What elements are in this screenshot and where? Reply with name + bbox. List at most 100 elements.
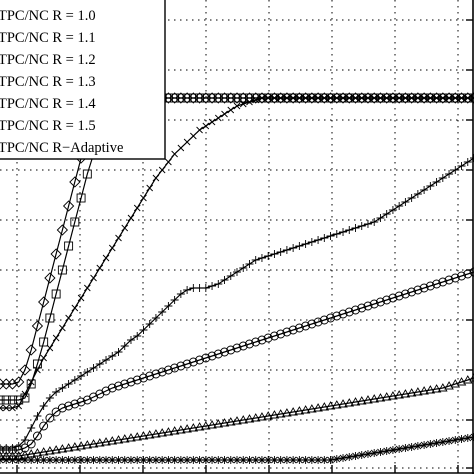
data-point-plus	[126, 336, 135, 344]
data-point-circle	[182, 359, 192, 369]
data-point-triangle	[95, 438, 105, 447]
data-point-plus	[108, 352, 117, 360]
data-point-triangle	[38, 447, 49, 456]
data-point-plus	[401, 198, 410, 206]
data-point-asterisk	[388, 446, 397, 454]
data-point-x	[90, 274, 97, 282]
data-point-circle	[26, 439, 36, 449]
data-point-circle	[207, 351, 217, 361]
data-point-plus	[339, 228, 348, 236]
data-point-asterisk	[239, 456, 248, 464]
data-point-circle	[369, 299, 379, 309]
data-point-circle	[419, 283, 429, 293]
data-point-square	[32, 359, 42, 369]
data-point-circle	[138, 373, 148, 383]
data-point-triangle	[450, 379, 461, 388]
data-point-plus	[438, 174, 447, 182]
data-point-x	[115, 234, 122, 242]
data-point-diamond	[44, 272, 56, 284]
legend-entry-label: TPC/NC R = 1.4	[0, 96, 96, 112]
data-point-x	[158, 166, 166, 174]
data-point-plus	[470, 154, 474, 162]
data-point-triangle	[232, 416, 242, 425]
data-point-circle	[332, 311, 342, 321]
data-point-triangle	[119, 434, 130, 443]
data-point-circle	[438, 277, 448, 287]
data-point-triangle	[219, 418, 230, 427]
data-point-x	[227, 106, 235, 114]
data-point-triangle	[462, 375, 473, 384]
data-point-x	[77, 294, 85, 302]
series-plus	[0, 154, 474, 452]
data-point-triangle	[26, 449, 36, 458]
data-point-triangle	[32, 448, 43, 457]
data-point-plus	[388, 206, 397, 214]
data-point-asterisk	[45, 456, 54, 464]
data-point-asterisk	[295, 456, 304, 464]
data-point-triangle	[381, 392, 392, 401]
data-point-circle	[220, 347, 229, 357]
data-point-asterisk	[420, 441, 429, 449]
data-point-diamond	[13, 376, 25, 388]
data-point-x	[171, 150, 178, 158]
data-point-circle	[126, 377, 136, 387]
data-point-asterisk	[370, 449, 379, 457]
data-point-circle	[32, 431, 42, 441]
data-point-triangle	[438, 383, 448, 392]
data-point-circle	[238, 341, 248, 351]
data-point-triangle	[344, 398, 355, 407]
data-point-x	[152, 174, 160, 182]
data-point-plus	[463, 158, 472, 166]
data-point-circle	[450, 273, 460, 283]
data-point-asterisk	[64, 456, 73, 464]
data-point-triangle	[70, 442, 80, 451]
data-point-asterisk	[158, 456, 167, 464]
data-point-x	[221, 110, 228, 118]
data-point-triangle	[275, 409, 286, 418]
legend-entry-label: TPC/NC R−Adaptive	[0, 140, 123, 156]
data-point-triangle	[288, 407, 298, 416]
data-point-asterisk	[208, 456, 217, 464]
data-point-asterisk	[257, 456, 266, 464]
data-point-plus	[220, 276, 229, 284]
data-point-circle	[276, 329, 286, 339]
legend-box	[0, 0, 166, 160]
data-point-x	[214, 114, 222, 122]
data-point-plus	[70, 376, 79, 384]
data-point-plus	[158, 308, 167, 316]
data-point-asterisk	[27, 456, 36, 464]
data-point-plus	[208, 282, 217, 290]
data-point-asterisk	[83, 456, 92, 464]
data-point-square	[26, 379, 36, 389]
data-point-asterisk	[438, 438, 447, 446]
data-point-asterisk	[407, 443, 416, 451]
data-point-triangle	[307, 404, 317, 413]
data-point-diamond	[6, 378, 19, 390]
data-point-triangle	[469, 373, 474, 382]
data-point-diamond	[468, 92, 474, 104]
data-point-circle	[444, 275, 454, 285]
data-point-triangle	[157, 428, 167, 437]
legend-entry-label: TPC/NC R = 1.0	[0, 8, 96, 24]
data-point-plus	[83, 368, 92, 376]
data-point-plus	[120, 342, 129, 350]
data-point-asterisk	[363, 450, 372, 458]
data-point-plus	[245, 260, 254, 268]
data-point-circle	[176, 361, 186, 371]
data-point-asterisk	[20, 456, 29, 464]
series-line	[0, 271, 474, 451]
data-point-asterisk	[395, 445, 404, 453]
data-point-asterisk	[145, 456, 154, 464]
data-point-plus	[145, 320, 154, 328]
data-point-plus	[89, 364, 98, 372]
data-point-triangle	[76, 441, 86, 450]
data-point-asterisk	[126, 456, 135, 464]
data-point-triangle	[88, 439, 99, 448]
data-point-circle	[394, 291, 404, 301]
data-point-asterisk	[332, 455, 341, 463]
data-point-plus	[451, 166, 460, 174]
data-point-triangle	[1, 451, 12, 460]
data-point-plus	[376, 214, 385, 222]
data-point-circle	[51, 407, 61, 417]
